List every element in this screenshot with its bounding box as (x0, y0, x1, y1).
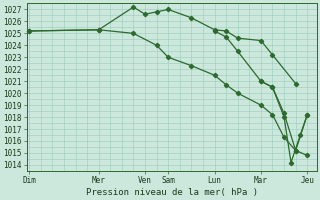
X-axis label: Pression niveau de la mer( hPa ): Pression niveau de la mer( hPa ) (86, 188, 258, 197)
